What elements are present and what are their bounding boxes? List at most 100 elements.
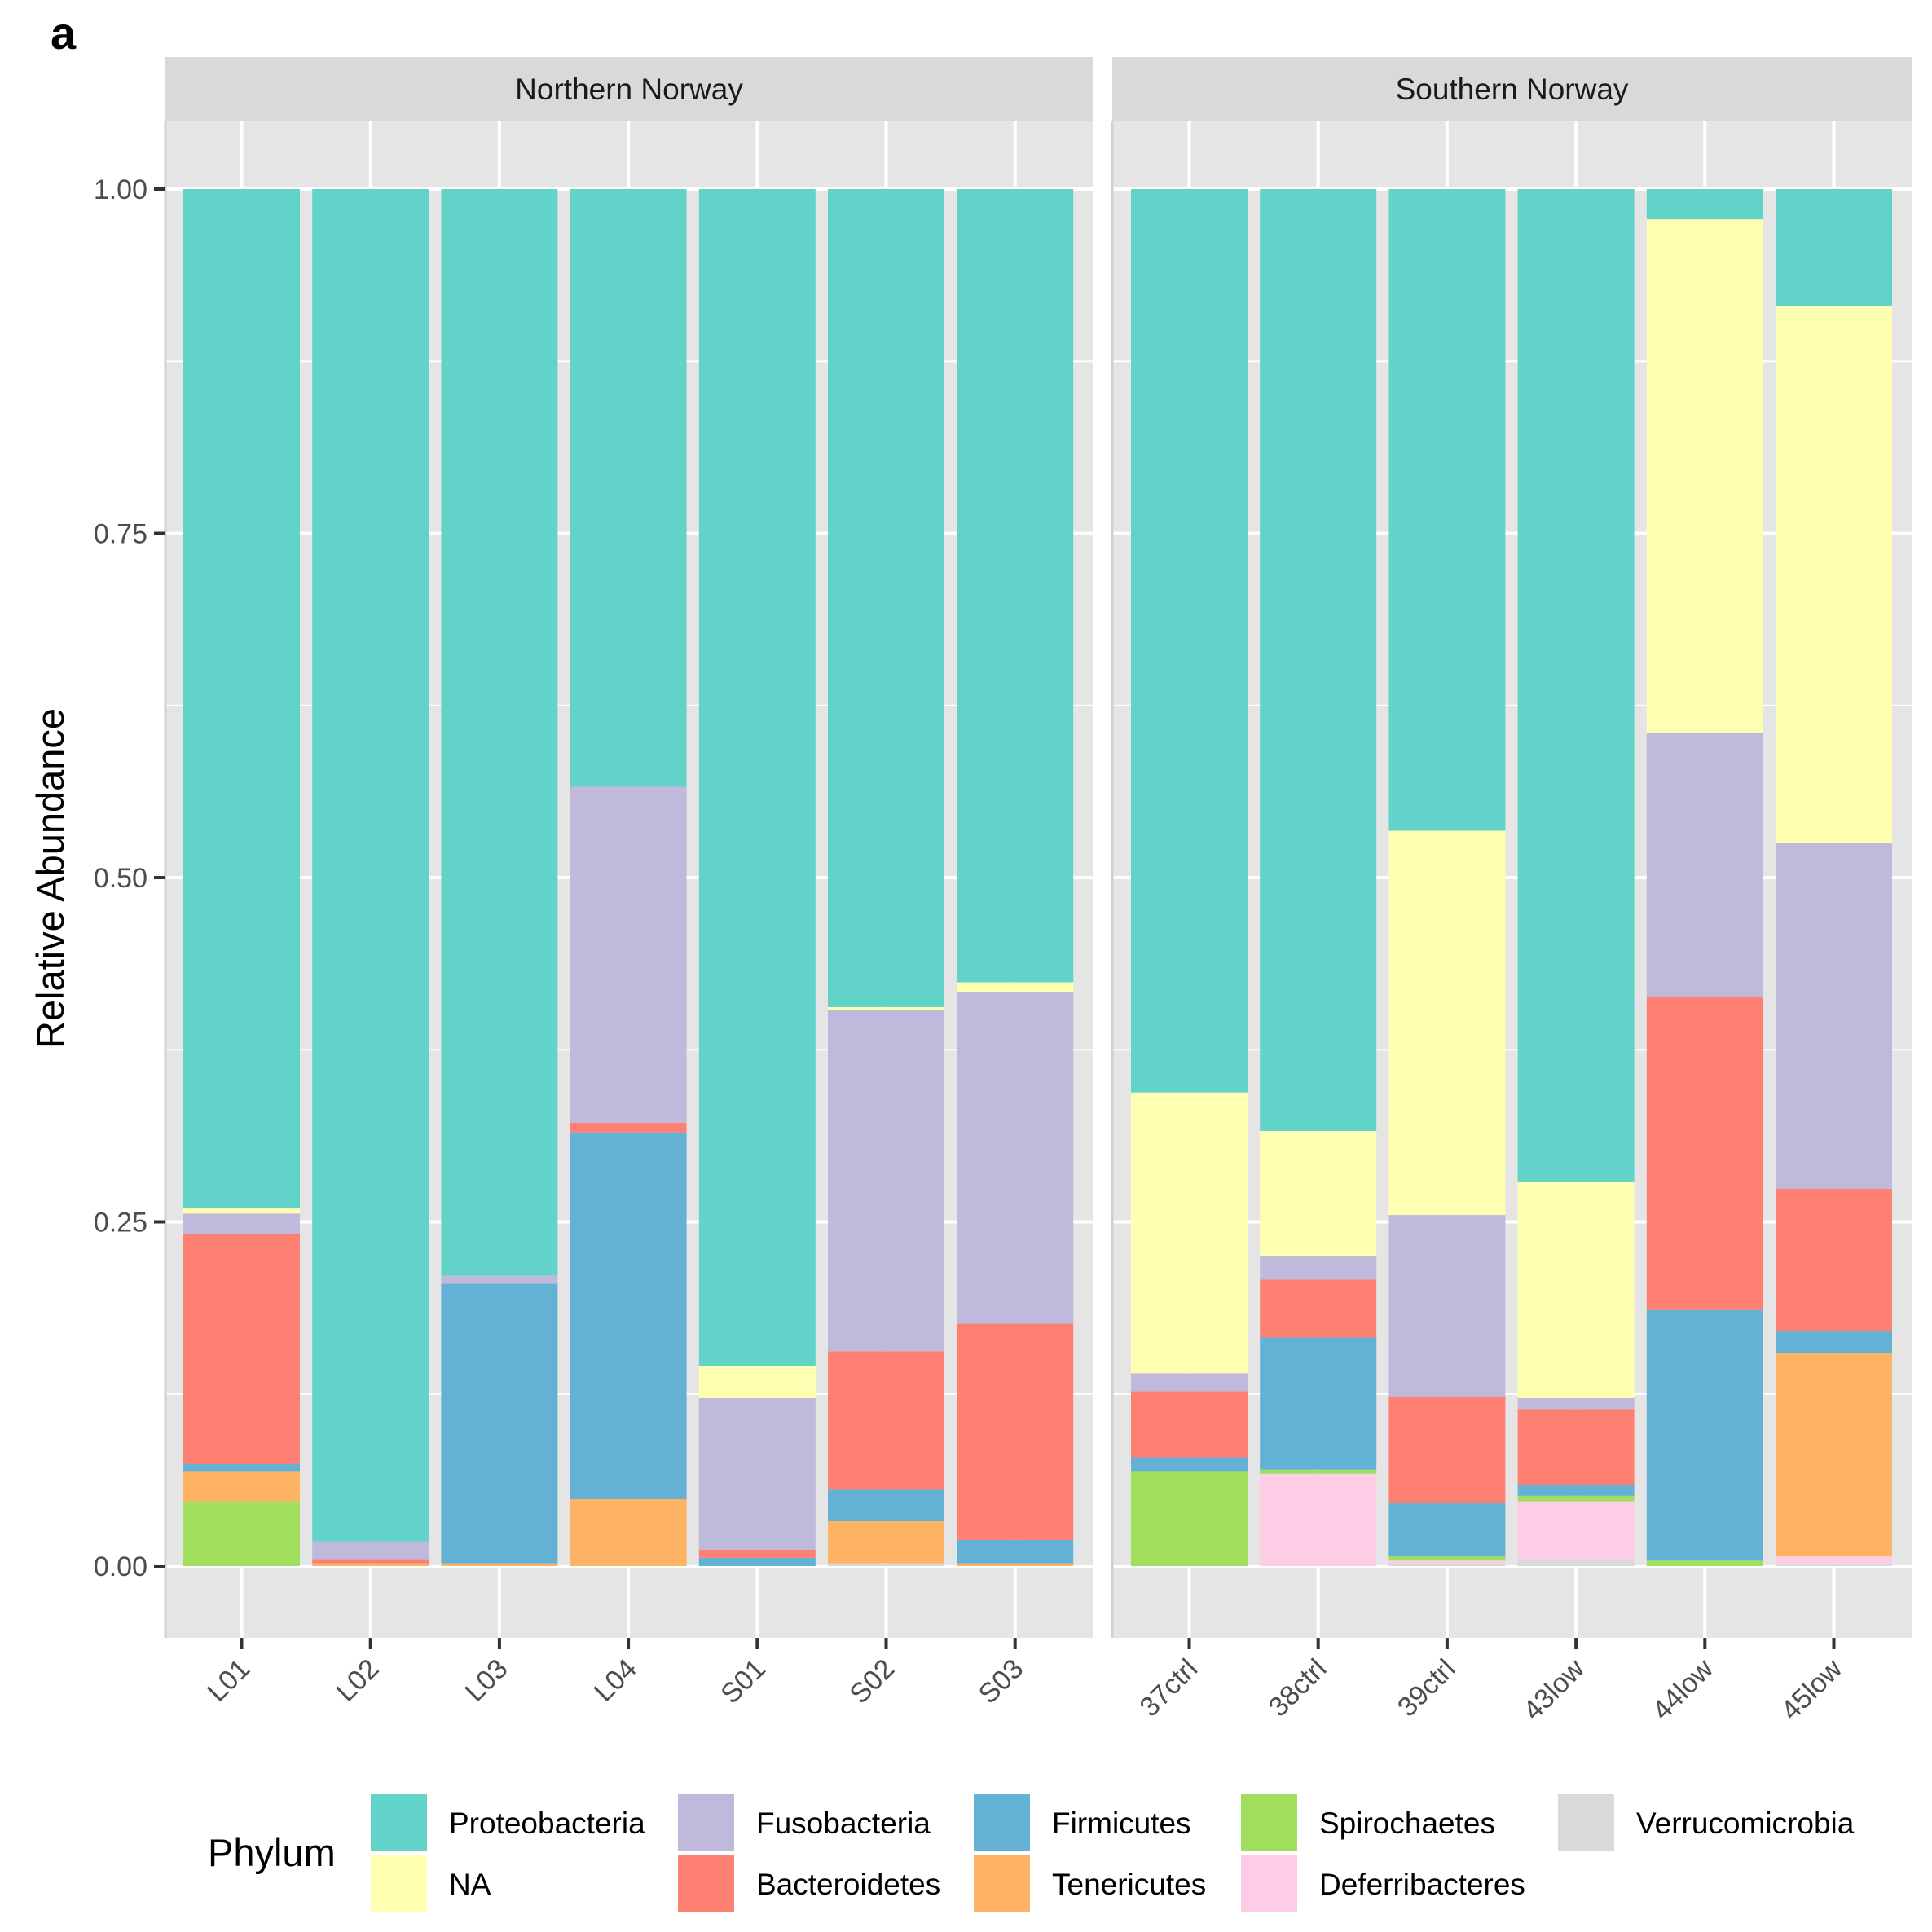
legend-item: Bacteroidetes [678,1855,940,1912]
x-tick-label: 38ctrl [1263,1653,1333,1723]
legend-item: NA [371,1855,491,1912]
bar-segment-proteobacteria [1260,189,1377,1131]
bar-segment-firmicutes [1131,1457,1248,1472]
bar-stack [957,189,1074,1566]
bar-segment-proteobacteria [828,189,944,1007]
bar-segment-bacteroidetes [570,1122,687,1133]
facet-title: Southern Norway [1396,73,1629,106]
x-tick-label: S01 [715,1653,772,1710]
x-tick-label: S03 [973,1653,1030,1710]
bar-segment-spirochaetes [1131,1471,1248,1566]
bar-stack [698,189,816,1566]
x-tick-label: 39ctrl [1392,1653,1462,1723]
bar-segment-firmicutes [698,1557,816,1566]
bar-stack [1776,189,1892,1566]
bar-segment-bacteroidetes [698,1549,816,1558]
bar-segment-firmicutes [1646,1309,1763,1561]
bar-stack [441,189,558,1566]
legend-title: Phylum [208,1831,336,1874]
bar-segment-firmicutes [1388,1503,1506,1557]
facet-panels: Northern Norway L01 L02 L03 L04 S01 S02 S03 Sout… [164,57,1912,1726]
x-tick-label: L04 [588,1653,643,1708]
y-tick-label: 0.00 [94,1551,147,1582]
legend-label: Firmicutes [1052,1807,1191,1840]
y-tick-label: 1.00 [94,174,147,205]
x-tick-label: S02 [844,1653,901,1710]
bar-segment-na [1517,1182,1635,1398]
legend-swatch [371,1794,427,1851]
bar-segment-fusobacteria [957,992,1074,1324]
bar-segment-fusobacteria [1131,1373,1248,1392]
facet-strip [165,57,1093,121]
bar-stack [828,189,944,1566]
bar-segment-verrucomicrobia [1388,1563,1506,1566]
bar-segment-fusobacteria [698,1397,816,1550]
legend-swatch [1241,1855,1297,1912]
bar-segment-proteobacteria [570,189,687,787]
bar-segment-firmicutes [1776,1331,1892,1353]
bar-stack [1131,189,1248,1566]
bar-segment-spirochaetes [1646,1560,1763,1566]
bar-segment-fusobacteria [1260,1256,1377,1280]
y-tick-label: 0.50 [94,863,147,894]
bar-segment-verrucomicrobia [828,1563,944,1566]
bar-segment-fusobacteria [1646,733,1763,998]
bar-segment-firmicutes [957,1539,1074,1564]
legend-label: Tenericutes [1052,1868,1206,1901]
panel-label: a [51,7,77,59]
x-tick-label: 45low [1775,1653,1848,1726]
bar-segment-spirochaetes [1388,1556,1506,1561]
legend-item: Verrucomicrobia [1558,1794,1855,1851]
bar-segment-spirochaetes [1260,1469,1377,1474]
bar-segment-proteobacteria [1646,189,1763,220]
bar-segment-tenericutes [441,1563,558,1566]
legend-label: Spirochaetes [1319,1807,1495,1840]
bar-segment-bacteroidetes [1776,1188,1892,1331]
bar-segment-proteobacteria [183,189,300,1208]
bar-segment-firmicutes [183,1463,300,1472]
legend-item: Spirochaetes [1241,1794,1495,1851]
bar-segment-tenericutes [183,1471,300,1502]
legend-swatch [678,1855,734,1912]
facet-panel: Southern Norway 37ctrl 38ctrl 39ctrl 43low 44… [1111,57,1912,1726]
bar-segment-bacteroidetes [1260,1279,1377,1338]
bar-segment-deferribacteres [1260,1473,1377,1566]
x-tick-label: 37ctrl [1133,1653,1204,1723]
bar-segment-bacteroidetes [1131,1391,1248,1458]
bar-stack [1517,189,1635,1566]
bar-segment-na [698,1366,816,1398]
bar-segment-na [828,1006,944,1010]
bar-segment-proteobacteria [1131,189,1248,1093]
bar-stack [1260,189,1377,1566]
bar-segment-firmicutes [441,1283,558,1564]
bar-segment-bacteroidetes [1517,1409,1635,1485]
legend-item: Fusobacteria [678,1794,931,1851]
bar-stack [1646,189,1763,1566]
legend-label: NA [449,1868,491,1901]
legend-swatch [1241,1794,1297,1851]
bar-segment-verrucomicrobia [1776,1563,1892,1566]
bar-stack [183,189,300,1566]
bar-segment-fusobacteria [441,1275,558,1284]
bar-segment-bacteroidetes [312,1559,429,1564]
bar-segment-tenericutes [312,1563,429,1566]
bar-segment-proteobacteria [698,189,816,1366]
y-tick-label: 0.75 [94,519,147,550]
legend-swatch [974,1794,1030,1851]
bar-segment-fusobacteria [312,1541,429,1560]
legend-item: Tenericutes [974,1855,1206,1912]
bar-segment-na [1388,830,1506,1216]
bar-segment-proteobacteria [312,189,429,1542]
bar-segment-tenericutes [957,1563,1074,1566]
bar-segment-proteobacteria [1517,189,1635,1182]
x-tick-label: L03 [460,1653,514,1708]
bar-stack [312,189,429,1566]
bar-segment-tenericutes [828,1521,944,1564]
bar-segment-firmicutes [570,1132,687,1499]
bar-stack [1388,189,1506,1566]
bar-segment-firmicutes [828,1489,944,1521]
bar-segment-proteobacteria [1388,189,1506,831]
x-tick-label: 44low [1646,1653,1719,1726]
